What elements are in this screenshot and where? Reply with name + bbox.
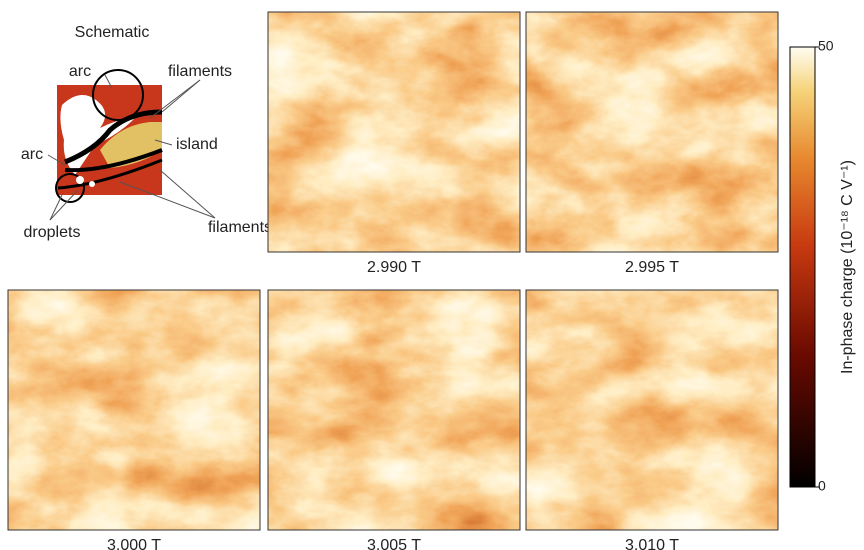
schematic-label: filaments <box>208 219 272 236</box>
panel-frame <box>7 289 261 531</box>
panel-label: 2.995 T <box>625 259 679 276</box>
leader-line <box>161 79 201 113</box>
panels: 2.990 T 2.995 T 3.000 T 3.005 T 3.010 T <box>7 11 779 550</box>
leader-line <box>104 74 113 89</box>
schematic-label: filaments <box>168 63 232 80</box>
colorbar-label: In-phase charge (10⁻¹⁸ C V⁻¹) <box>839 160 856 374</box>
schematic-droplet <box>89 181 95 187</box>
colorbar-tick-label: 0 <box>818 478 826 494</box>
schematic-filament <box>64 148 163 173</box>
leader-line <box>154 139 173 146</box>
leader-line <box>49 194 63 221</box>
leader-line <box>119 181 216 219</box>
image-panel <box>7 289 261 531</box>
panel-frame <box>525 289 779 531</box>
leader-line <box>49 189 79 221</box>
image-panel <box>525 289 779 531</box>
schematic-label: arc <box>69 63 91 80</box>
image-panel <box>525 11 779 253</box>
schematic-title: Schematic <box>75 24 150 41</box>
panel-label: 3.000 T <box>107 537 161 550</box>
schematic-label: droplets <box>24 224 81 241</box>
schematic-arc <box>55 173 85 203</box>
schematic-filament <box>64 109 163 165</box>
panel-frame <box>267 11 521 253</box>
schematic-droplet <box>76 176 84 184</box>
schematic-label: arc <box>21 146 43 163</box>
leader-line <box>47 154 66 166</box>
colorbar-ticks: 0 50 <box>815 38 834 494</box>
leader-line <box>159 169 216 219</box>
panel-label: 3.010 T <box>625 537 679 550</box>
panel-label: 2.990 T <box>367 259 421 276</box>
leader-line <box>149 79 201 119</box>
schematic-drawing <box>47 69 216 221</box>
schematic-arc <box>92 69 144 121</box>
schematic-filament <box>57 158 163 190</box>
colorbar-tick-label: 50 <box>818 38 834 54</box>
schematic-label: island <box>176 136 218 153</box>
panel-label: 3.005 T <box>367 537 421 550</box>
colorbar <box>789 46 816 488</box>
image-panel <box>267 11 521 253</box>
panel-frame <box>267 289 521 531</box>
panel-frame <box>525 11 779 253</box>
image-panel <box>267 289 521 531</box>
